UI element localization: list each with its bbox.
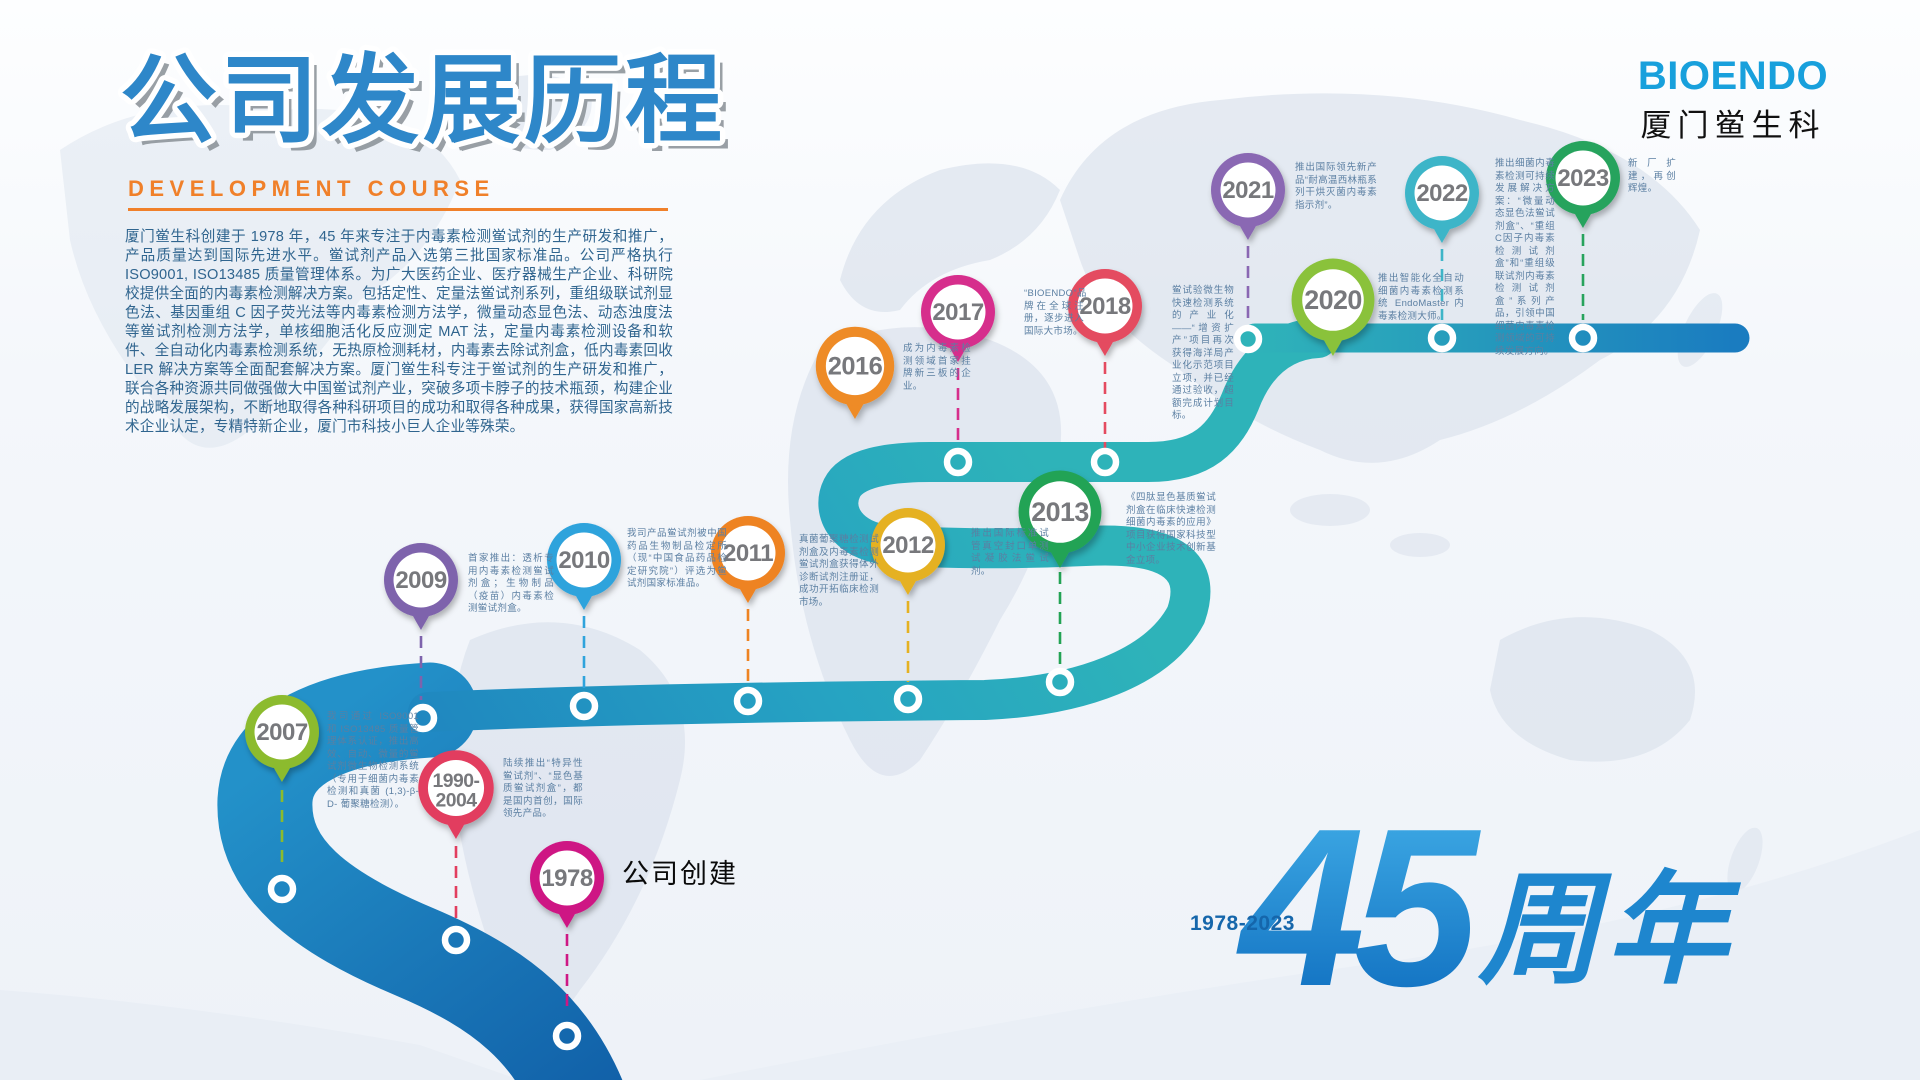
milestone-desc-2021: 推出国际领先新产品“耐高温西林瓶系列干烘灭菌内毒素指示剂”。 (1295, 162, 1377, 211)
milestone-year-2018: 2018 (1079, 293, 1131, 320)
milestone-year-2021: 2021 (1222, 177, 1274, 204)
milestone-pin-2012: 2012 (871, 508, 945, 595)
pin-face (1414, 165, 1470, 221)
page-title-shadow: 公司发展历程 (128, 54, 734, 163)
anniversary-range: 1978-2023 (1190, 912, 1295, 935)
milestone-desc-2010: 我司产品鲎试剂被中国药品生物制品检定所（现“中国食品药品检定研究院”）评选为鲎试… (627, 528, 727, 590)
milestone-pin-2020: 2020 (1291, 258, 1375, 356)
anniversary-mark: 45 周年 (1236, 781, 1742, 1033)
pin-face (720, 525, 776, 581)
milestone-desc-2022: 推出细菌内毒素检测可持续发展解决方案：“微量动态显色法鲎试剂盒”、“重组C因子内… (1495, 158, 1555, 357)
milestone-pin-2017: 2017 (921, 275, 995, 362)
milestone-year-2020: 2020 (1304, 285, 1362, 315)
milestone-dot-2009 (408, 703, 438, 733)
milestone-year-2016: 2016 (828, 352, 883, 380)
milestone-desc-1990-2004: 陆续推出“特异性鲎试剂”、“显色基质鲎试剂盒”，都是国内首创，国际领先产品。 (503, 758, 583, 820)
milestone-pin-2016: 2016 (815, 326, 895, 419)
milestone-pin-1978: 1978 (530, 841, 604, 928)
milestone-dot-2022 (1427, 323, 1457, 353)
pin-face (556, 532, 612, 588)
milestone-pin-2023: 2023 (1546, 141, 1620, 228)
milestone-year-1978: 1978 (541, 865, 593, 892)
milestone-year-2023: 2023 (1557, 165, 1609, 192)
pin-face (1077, 278, 1133, 334)
milestone-pin-2021: 2021 (1211, 153, 1285, 240)
milestone-dot-2023 (1568, 323, 1598, 353)
milestone-pin-2018: 2018 (1068, 269, 1142, 356)
milestone-desc-2018: 鲎试验微生物快速检测系统的产业化——“增资扩产”项目再次获得海洋局产业化示范项目… (1172, 285, 1234, 422)
milestone-pin-2011: 2011 (711, 516, 785, 603)
milestone-dot-2013 (1045, 667, 1075, 697)
milestone-dot-2018 (1090, 447, 1120, 477)
milestone-dot-2011 (733, 686, 763, 716)
page-title: 公司发展历程 公司发展历程 (115, 41, 734, 164)
milestone-pin-2013: 2013 (1018, 470, 1102, 568)
anniversary-suffix: 周年 (1477, 862, 1742, 998)
milestone-pin-2010: 2010 (547, 523, 621, 610)
milestone-desc-2017: “BIOENDO”品牌在全球注册，逐步进入国际大市场。 (1024, 288, 1087, 337)
intro-paragraph: 厦门鲎生科创建于 1978 年，45 年来专注于内毒素检测鲎试剂的生产研发和推广… (125, 229, 673, 435)
title-underline (128, 208, 668, 211)
milestone-year-2022: 2022 (1416, 180, 1468, 207)
world-map (60, 75, 1763, 1023)
milestone-dot-1990-2004 (441, 925, 471, 955)
pin-face (427, 759, 485, 817)
pin-face (880, 517, 936, 573)
pin-face (1220, 162, 1276, 218)
pin-face (930, 284, 986, 340)
milestone-desc-2020: 推出智能化全自动细菌内毒素检测系统 EndoMaster 内毒素检测大师。 (1378, 273, 1464, 322)
brand-logo: BIOENDO 厦门鲎生科 (1628, 55, 1838, 145)
pin-face (1302, 269, 1364, 331)
milestone-desc-2012: 推出国际标准试管真空封口单测试凝胶法鲎试剂。 (971, 528, 1049, 577)
company-name: 厦门鲎生科 (1640, 108, 1826, 143)
pin-face (1029, 481, 1091, 543)
milestone-year-2007: 2007 (256, 719, 308, 746)
milestone-year-2009: 2009 (395, 567, 447, 594)
milestone-desc-2023: 新厂扩建，再创辉煌。 (1628, 158, 1676, 195)
page-title-text: 公司发展历程 (120, 46, 726, 155)
anniversary-number: 45 (1236, 781, 1481, 1033)
pin-face (393, 552, 449, 608)
pin-face (254, 704, 310, 760)
milestone-desc-2013: 《四肽显色基质鲎试剂盒在临床快速检测细菌内毒素的应用》项目获得国家科技型中小企业… (1126, 492, 1216, 566)
pin-face (1555, 150, 1611, 206)
milestone-dot-1978 (552, 1021, 582, 1051)
milestone-year-2011: 2011 (723, 540, 773, 567)
brand-name: BIOENDO (1637, 54, 1829, 98)
milestone-desc-2016: 成为内毒素检测领域首家挂牌新三板的企业。 (903, 343, 971, 392)
pin-face (825, 336, 885, 396)
milestone-dot-2010 (569, 691, 599, 721)
milestone-desc-1978: 公司创建 (622, 859, 738, 889)
milestone-pin-2009: 2009 (384, 543, 458, 630)
milestone-pin-1990-2004: 1990-2004 (418, 750, 494, 839)
milestone-year-1990-2004: 1990-2004 (433, 770, 480, 811)
milestone-dot-2021 (1233, 324, 1263, 354)
milestone-desc-2011: 真菌葡聚糖检测试剂盒及内毒素检测鲎试剂盒获得体外诊断试剂注册证，成功开拓临床检测… (799, 534, 879, 608)
bottom-wave (0, 830, 1920, 1080)
milestone-desc-2009: 首家推出：透析专用内毒素检测鲎试剂盒；生物制品（疫苗）内毒素检测鲎试剂盒。 (468, 553, 554, 615)
milestone-year-2010: 2010 (558, 547, 610, 574)
milestone-year-2017: 2017 (932, 299, 984, 326)
milestone-dot-2012 (893, 684, 923, 714)
milestone-year-2012: 2012 (882, 532, 934, 559)
page-subtitle: DEVELOPMENT COURSE (128, 176, 495, 201)
milestone-dot-2007 (267, 874, 297, 904)
milestone-desc-2007: 我司通过 ISO9001 和 ISO13485 质量管理体系认证，推出高效、自动… (327, 711, 419, 810)
milestone-dot-2017 (943, 447, 973, 477)
pin-face (539, 850, 595, 906)
milestone-pin-2022: 2022 (1405, 156, 1479, 243)
milestone-pin-2007: 2007 (245, 695, 319, 782)
milestone-year-2013: 2013 (1031, 497, 1089, 527)
milestone-layer: 1978 1990-2004 2007 2009 2010 2011 2012 2013 201… (245, 141, 1620, 1051)
